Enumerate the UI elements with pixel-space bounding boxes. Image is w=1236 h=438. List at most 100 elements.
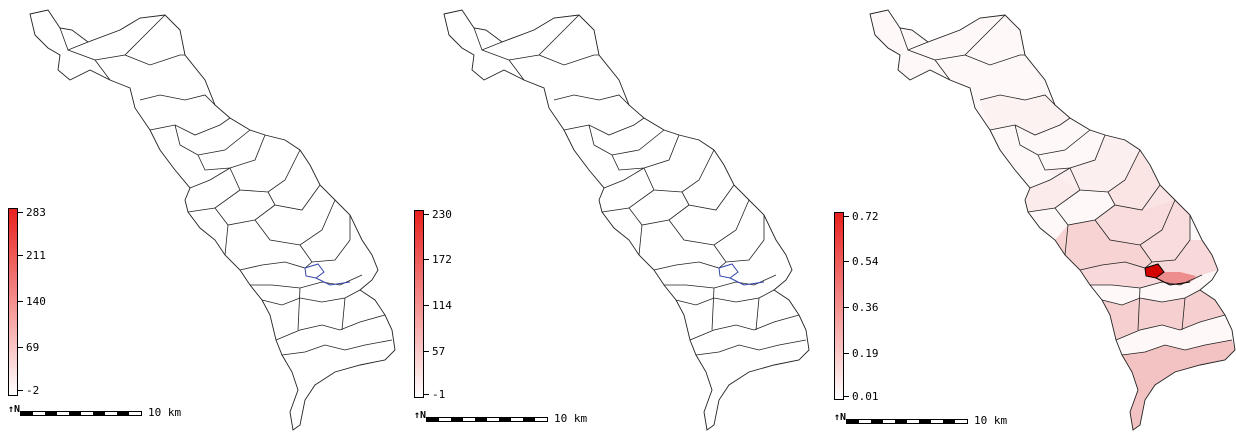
scale-bar-ruler [426,417,548,422]
district-boundary [934,14,1006,61]
legend-label-3: 140 [26,295,46,308]
district-boundary [603,167,645,189]
highlighted-district [718,263,739,279]
district-boundary [187,189,241,213]
district-boundary [1115,314,1226,341]
map-panel-1: 283 211 140 69 -2 ↑N 10 km [0,0,412,438]
legend-label-min: -2 [26,384,40,397]
district-boundary [675,289,775,306]
map-panel-3: 0.72 0.54 0.36 0.19 0.01 ↑N 10 km [824,0,1236,438]
highlighted-river [729,277,765,286]
district-boundary [689,314,800,341]
district-boundaries [869,9,1236,431]
district-boundary [1029,167,1071,189]
district-boundary [281,339,393,356]
district-boundary [979,94,1056,106]
district-boundary [1107,184,1161,211]
district-boundary [297,287,301,331]
scale-bar-label: 10 km [554,412,588,425]
legend-label-3: 114 [432,299,452,312]
district-boundary [611,134,680,171]
highlighted-district [1144,263,1165,279]
district-boundary [653,261,727,271]
district-boundaries [443,9,810,431]
legend-label-max: 0.72 [852,210,879,223]
district-boundary [695,339,807,356]
region-map-3 [869,9,1236,431]
highlighted-river [315,277,351,286]
legend-color-ramp [834,212,844,400]
district-boundary [149,117,231,136]
district-boundary [553,94,630,106]
district-boundary [254,199,336,246]
district-boundary [664,274,777,289]
district-boundary [989,117,1071,136]
scale-bar-ruler [846,419,968,424]
district-boundary [643,149,715,193]
legend-label-min: -1 [432,388,446,401]
district-boundary [1137,287,1141,331]
region-map-2 [443,9,810,431]
district-boundary [1079,261,1153,271]
district-boundaries [29,9,396,431]
district-boundary [197,134,266,171]
district-fill [1095,200,1190,262]
legend-label-max: 283 [26,206,46,219]
district-boundary [1181,297,1186,331]
north-arrow-icon: ↑N [414,410,427,421]
legend-color-ramp [8,208,18,396]
district-boundary [250,274,363,289]
map-panel-2: 230 172 114 57 -1 ↑N 10 km [412,0,824,438]
district-boundary [1064,224,1069,256]
scale-bar-ruler [20,411,142,416]
district-boundary [1054,204,1116,226]
north-arrow-icon: ↑N [834,412,847,423]
district-fill [1045,135,1140,192]
district-boundary [224,224,229,256]
district-boundary [229,149,301,193]
district-boundary [124,54,185,66]
district-boundary [481,49,525,81]
legend-label-2: 172 [432,253,452,266]
district-boundary [711,287,715,331]
legend-color-ramp [414,210,424,398]
region-outline [869,9,1236,431]
district-boundary [261,289,361,306]
district-fill [1122,340,1235,430]
district-boundary [94,14,166,61]
highlighted-district [304,263,325,279]
district-boundary [214,204,276,226]
district-boundary [755,297,760,331]
district-boundary [628,204,690,226]
district-fill [980,95,1070,135]
district-boundary [538,54,599,66]
legend-label-4: 0.19 [852,347,879,360]
legend-label-max: 230 [432,208,452,221]
north-arrow-icon: ↑N [8,404,21,415]
district-boundary [713,215,765,263]
highlighted-river [1155,277,1191,286]
district-boundary [67,49,111,81]
district-boundary [341,297,346,331]
district-boundary [588,124,665,156]
district-boundary [668,199,750,246]
district-boundary [1139,215,1191,263]
district-fill [1108,150,1175,210]
region-map-1 [29,9,396,431]
legend-label-4: 57 [432,345,446,358]
district-boundary [964,54,1025,66]
scale-bar-label: 10 km [974,414,1008,427]
district-fill [1156,275,1202,285]
district-boundary [189,167,231,189]
region-outline [29,9,396,431]
district-boundary [267,184,321,211]
district-boundary [299,215,351,263]
legend-label-min: 0.01 [852,390,879,403]
district-boundary [638,224,643,256]
district-fill [1055,220,1152,270]
district-boundary [1101,289,1201,306]
legend-label-2: 211 [26,249,46,262]
district-boundary [275,314,386,341]
district-boundary [139,94,216,106]
legend-label-2: 0.54 [852,255,879,268]
